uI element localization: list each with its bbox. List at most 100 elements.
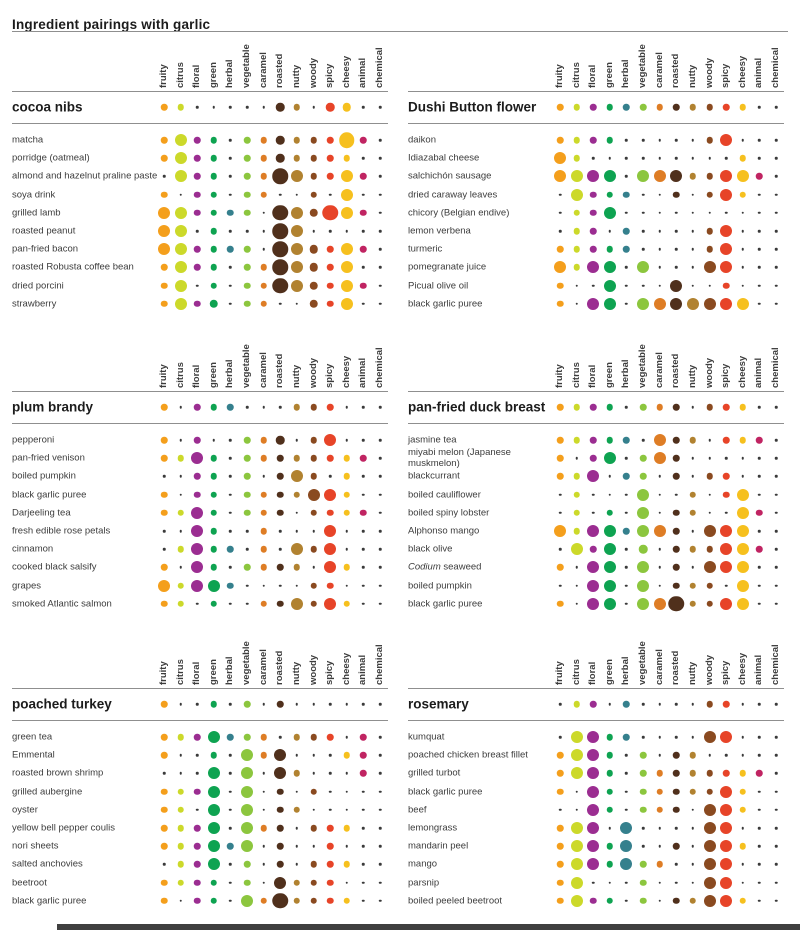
pairing-dot <box>625 211 628 215</box>
pairing-dot <box>174 261 187 274</box>
pairing-dot <box>689 770 697 777</box>
pairing-dot <box>774 193 778 196</box>
pairing-dot <box>587 785 600 798</box>
pairing-dot <box>277 600 284 608</box>
pairing-dot <box>708 438 711 442</box>
pairing-dot <box>606 788 614 795</box>
column-header: vegetable <box>241 641 253 685</box>
pairing-dot <box>210 473 218 480</box>
pairing-dot <box>606 806 614 814</box>
pairing-dot <box>623 733 630 741</box>
pairing-dot <box>195 284 199 287</box>
pairing-dot <box>637 525 650 537</box>
pairing-dot <box>689 897 697 905</box>
pairing-dot <box>673 842 680 850</box>
pairing-dot <box>639 897 647 905</box>
pairing-dot <box>758 844 761 848</box>
pairing-dot <box>260 282 267 289</box>
pairing-dot <box>625 493 628 496</box>
pairing-dot <box>326 300 334 308</box>
pairing-dot <box>272 168 289 185</box>
pairing-dot <box>262 702 265 706</box>
pairing-dot <box>274 749 287 762</box>
pairing-dot <box>260 173 267 180</box>
pairing-dot <box>195 602 199 606</box>
pairing-dot <box>739 191 747 198</box>
pairing-dot <box>310 545 317 553</box>
pairing-dot <box>295 790 299 793</box>
pairing-dot <box>362 547 365 551</box>
column-header: chemical <box>374 347 386 388</box>
pairing-dot <box>229 266 232 269</box>
pairing-dot <box>637 597 650 610</box>
pairing-dot <box>229 863 232 866</box>
pairing-dot <box>625 456 628 460</box>
column-header: green <box>603 362 615 388</box>
pairing-dot <box>362 790 365 793</box>
pairing-dot <box>360 770 367 777</box>
column-header: woody <box>703 57 715 88</box>
pairing-dot <box>262 247 265 251</box>
row-label: black garlic puree <box>408 786 483 798</box>
pairing-dot <box>722 403 730 411</box>
pairing-dot <box>589 103 597 111</box>
column-header: animal <box>753 57 765 88</box>
pairing-dot <box>573 403 580 411</box>
pairing-dot <box>570 767 583 780</box>
pairing-dot <box>160 879 168 886</box>
column-header: herbal <box>620 59 632 88</box>
column-header: chemical <box>770 347 782 388</box>
pairing-dot <box>229 284 232 287</box>
pairing-dot <box>207 840 220 853</box>
row-label: boiled pumpkin <box>408 580 472 592</box>
pairing-dot <box>691 529 695 533</box>
pairing-dot <box>177 103 184 111</box>
pairing-dot <box>324 543 337 556</box>
pairing-dot <box>741 138 745 142</box>
pairing-dot <box>689 509 697 517</box>
column-header: floral <box>587 661 599 685</box>
pairing-dot <box>641 735 645 739</box>
pairing-dot <box>343 491 351 498</box>
pairing-dot <box>162 863 166 866</box>
pairing-dot <box>343 861 351 868</box>
pairing-dot <box>570 170 583 183</box>
pairing-dot <box>558 702 562 706</box>
pairing-dot <box>378 175 382 178</box>
pairing-dot <box>724 211 728 215</box>
pairing-dot <box>587 297 600 310</box>
pairing-dot <box>691 284 695 287</box>
pairing-dot <box>340 279 353 292</box>
pairing-dot <box>195 753 199 757</box>
pairing-dot <box>245 405 249 409</box>
pairing-dot <box>310 733 317 741</box>
pairing-dot <box>227 545 234 553</box>
pairing-dot <box>158 579 170 592</box>
pairing-dot <box>691 881 695 884</box>
pairing-dot <box>741 229 745 233</box>
pairing-dot <box>758 475 761 478</box>
pairing-dot <box>758 790 761 793</box>
pairing-dot <box>378 702 382 706</box>
pairing-dot <box>575 284 578 287</box>
column-header: herbal <box>620 359 632 388</box>
pairing-dot <box>293 897 301 905</box>
pairing-dot <box>245 602 249 606</box>
panel-title: poached turkey <box>12 696 112 712</box>
pairing-dot <box>210 545 218 553</box>
column-header: nutty <box>686 364 698 388</box>
pairing-dot <box>295 844 299 848</box>
pairing-dot <box>703 561 716 574</box>
pairing-dot <box>262 863 265 866</box>
pairing-dot <box>210 879 218 886</box>
pairing-dot <box>241 822 254 834</box>
pairing-dot <box>774 175 778 178</box>
pairing-dot <box>658 229 661 233</box>
pairing-dot <box>310 600 317 608</box>
pairing-dot <box>309 208 318 218</box>
pairing-dot <box>262 790 265 793</box>
pairing-dot <box>195 808 199 812</box>
pairing-dot <box>310 454 317 462</box>
column-header: vegetable <box>637 641 649 685</box>
pairing-dot <box>293 454 301 462</box>
